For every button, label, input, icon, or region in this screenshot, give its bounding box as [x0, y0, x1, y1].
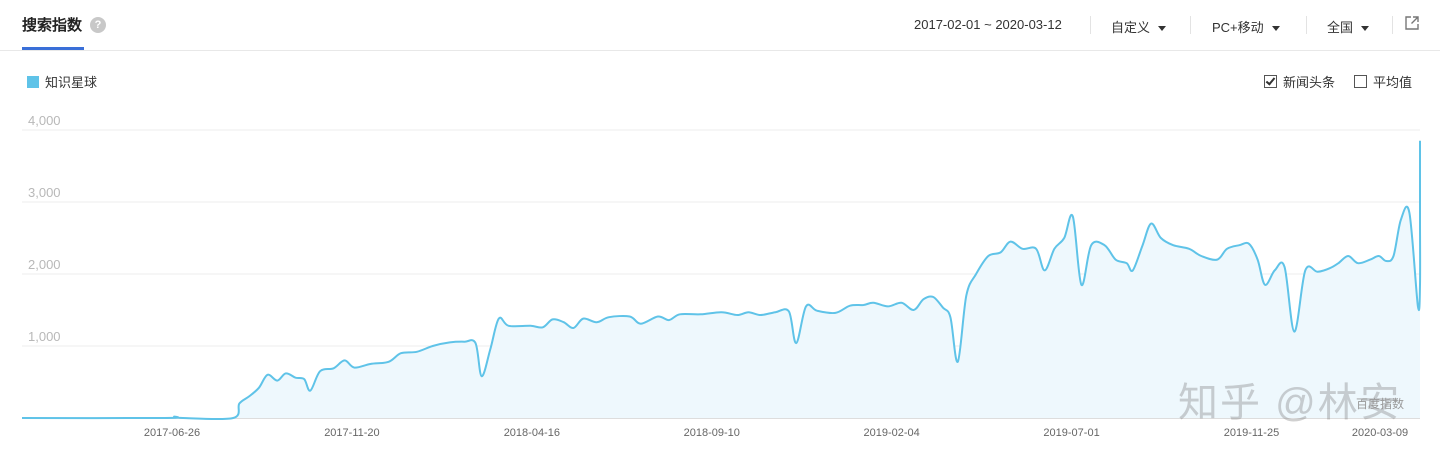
- divider: [1392, 16, 1393, 34]
- x-tick-label: 2017-06-26: [144, 427, 200, 439]
- chevron-down-icon: [1271, 26, 1280, 32]
- x-tick-label: 2019-11-25: [1224, 427, 1279, 439]
- device-dropdown[interactable]: PC+移动: [1212, 17, 1280, 36]
- watermark-sub: 百度指数: [1356, 397, 1405, 411]
- search-index-chart[interactable]: 1,000 2,000 3,000 4,000 2017-06-26 2017-11-20…: [0, 100, 1440, 454]
- region-dropdown[interactable]: 全国: [1327, 17, 1370, 36]
- chart-legend[interactable]: 知识星球: [27, 72, 97, 91]
- news-headlines-label: 新闻头条: [1283, 75, 1336, 90]
- y-tick-label: 1,000: [28, 329, 61, 344]
- x-tick-label: 2017-11-20: [324, 427, 379, 439]
- legend-swatch: [27, 76, 39, 88]
- series-line: [21, 140, 1422, 421]
- x-tick-label: 2020-03-09: [1352, 427, 1408, 439]
- watermark: 知乎 @林安: [1178, 381, 1402, 425]
- external-link-icon[interactable]: [1404, 15, 1420, 31]
- average-label: 平均值: [1373, 75, 1413, 90]
- divider: [1190, 16, 1191, 34]
- divider: [1306, 16, 1307, 34]
- header-bar: 搜索指数 ? 2017-02-01 ~ 2020-03-12 自定义 PC+移动…: [0, 0, 1440, 51]
- x-tick-label: 2019-07-01: [1043, 427, 1099, 439]
- range-mode-label: 自定义: [1111, 20, 1151, 35]
- x-tick-label: 2019-02-04: [864, 427, 920, 439]
- divider: [1090, 16, 1091, 34]
- checkbox-icon: [1354, 75, 1367, 88]
- y-tick-label: 4,000: [28, 113, 61, 128]
- y-tick-label: 2,000: [28, 257, 61, 272]
- active-tab-indicator: [22, 47, 84, 50]
- x-tick-label: 2018-04-16: [504, 427, 560, 439]
- x-tick-label: 2018-09-10: [684, 427, 740, 439]
- average-checkbox[interactable]: 平均值: [1354, 72, 1412, 91]
- region-label: 全国: [1327, 20, 1354, 35]
- chevron-down-icon: [1158, 26, 1167, 32]
- range-mode-dropdown[interactable]: 自定义: [1111, 17, 1167, 36]
- y-tick-label: 3,000: [28, 185, 61, 200]
- legend-label: 知识星球: [45, 75, 98, 90]
- page-title[interactable]: 搜索指数: [22, 17, 83, 34]
- checkbox-checked-icon: [1264, 75, 1277, 88]
- date-range-label[interactable]: 2017-02-01 ~ 2020-03-12: [914, 17, 1062, 32]
- series-area: [22, 140, 1421, 420]
- chevron-down-icon: [1361, 26, 1370, 32]
- device-label: PC+移动: [1212, 20, 1264, 35]
- news-headlines-checkbox[interactable]: 新闻头条: [1264, 72, 1335, 91]
- help-icon[interactable]: ?: [90, 17, 106, 33]
